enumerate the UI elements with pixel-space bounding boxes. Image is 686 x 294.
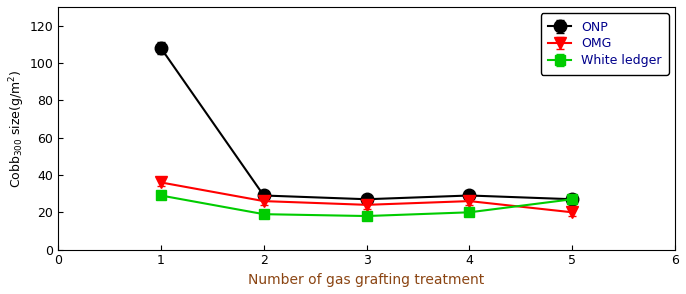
- Legend: ONP, OMG, White ledger: ONP, OMG, White ledger: [541, 13, 669, 75]
- X-axis label: Number of gas grafting treatment: Number of gas grafting treatment: [248, 273, 485, 287]
- Y-axis label: Cobb$_{300}$ size(g/m$^{2}$): Cobb$_{300}$ size(g/m$^{2}$): [7, 69, 27, 188]
